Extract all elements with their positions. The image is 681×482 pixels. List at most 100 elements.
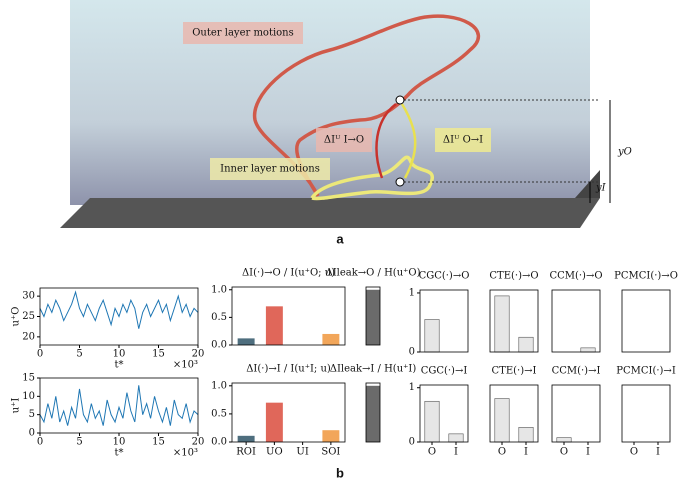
bar (237, 338, 255, 345)
bar (237, 435, 255, 442)
x-tick-label: O (630, 447, 638, 458)
yi-label: yI (595, 183, 607, 194)
bar (518, 427, 534, 443)
bar (265, 402, 283, 442)
y-tick-label: 0.5 (211, 408, 227, 419)
x-tick-label: UO (266, 447, 283, 458)
chart-title: ΔIleak→I / H(u⁺I) (330, 364, 417, 375)
y-tick-label: 0.5 (211, 312, 227, 323)
arrow-oi (400, 103, 417, 179)
y-tick-label: 15 (22, 373, 35, 384)
y-tick-label: 1.0 (211, 380, 227, 391)
x-tick-label: I (656, 447, 660, 458)
x-tick-label: 10 (113, 437, 126, 448)
plot-frame (419, 384, 469, 443)
x-axis-label: t* (114, 448, 123, 459)
y-tick-label: 0.0 (211, 437, 227, 448)
y-tick-label: 5 (29, 409, 35, 420)
dio-label: ΔIᵁ I→O (324, 135, 364, 146)
bar (448, 433, 464, 443)
plot-frame (365, 382, 381, 443)
plot-frame (231, 382, 346, 443)
y-tick-label: 25 (22, 311, 35, 322)
y-tick-label: 0 (409, 347, 415, 358)
plot-frame (621, 289, 671, 353)
chart-title: PCMCI(·)→I (616, 366, 676, 377)
chart-title: PCMCI(·)→O (614, 271, 678, 282)
plot-frame (39, 287, 199, 346)
chart-title: ΔI(·)→O / I(u⁺O; u) (242, 268, 335, 279)
bar (366, 289, 380, 345)
bar (424, 319, 440, 353)
x-tick-label: O (498, 447, 506, 458)
plot-frame (231, 286, 346, 346)
panel-label: b (336, 465, 344, 480)
plot-frame (621, 384, 671, 443)
chart-title: ΔIleak→O / H(u⁺O) (325, 268, 420, 279)
x-tick-label: 0 (37, 349, 43, 360)
x-tick-label: ROI (236, 447, 256, 458)
plot-frame (365, 286, 381, 346)
bar (366, 385, 380, 442)
line-series (39, 290, 199, 329)
chart-title: CGC(·)→I (421, 366, 468, 377)
outer-label: Outer layer motions (192, 28, 294, 39)
plot-frame (39, 377, 199, 434)
dio-box (316, 128, 372, 152)
y-tick-label: 1.0 (211, 284, 227, 295)
x-scale-label: ×10³ (173, 448, 198, 459)
y-axis-label: u⁺O (11, 307, 22, 327)
y-tick-label: 1 (409, 287, 415, 298)
y-tick-label: 0 (409, 437, 415, 448)
outer-box (183, 22, 303, 44)
inner-box (210, 158, 330, 180)
bar (322, 430, 340, 442)
panel-label: a (336, 231, 344, 246)
x-tick-label: 0 (37, 437, 43, 448)
point-i (395, 177, 405, 187)
plot-frame (489, 384, 539, 443)
inner-motion (310, 155, 434, 201)
y-tick-label: 10 (22, 391, 35, 402)
wall (60, 198, 600, 228)
x-tick-label: 5 (76, 437, 82, 448)
y-axis-label: u⁺I (11, 398, 22, 414)
y-tick-label: 1 (409, 382, 415, 393)
point-o (395, 95, 405, 105)
x-axis-label: t* (114, 360, 123, 371)
bar (580, 347, 596, 353)
x-tick-label: 5 (76, 349, 82, 360)
bar (322, 333, 340, 345)
bar (494, 398, 510, 443)
x-tick-label: 10 (113, 349, 126, 360)
chart-title: CCM(·)→I (552, 366, 601, 377)
bar (424, 400, 440, 443)
line-series (39, 385, 199, 426)
arrow-io (375, 103, 397, 179)
chart-title: CGC(·)→O (419, 271, 470, 282)
inner-label: Inner layer motions (220, 164, 320, 175)
doi-box (435, 128, 491, 152)
bar (494, 295, 510, 353)
plot-frame (551, 384, 601, 443)
x-tick-label: I (586, 447, 590, 458)
x-tick-label: 15 (152, 437, 165, 448)
x-tick-label: O (560, 447, 568, 458)
x-tick-label: SOI (321, 447, 340, 458)
x-tick-label: 20 (192, 349, 205, 360)
plot-frame (419, 289, 469, 353)
x-tick-label: 15 (152, 349, 165, 360)
bar (265, 306, 283, 345)
chart-title: CTE(·)→O (489, 271, 538, 282)
x-scale-label: ×10³ (173, 360, 198, 371)
chart-title: ΔI(·)→I / I(u⁺I; u) (246, 364, 331, 375)
x-tick-label: UI (296, 447, 308, 458)
y-tick-label: 30 (22, 291, 35, 302)
outer-motion (252, 14, 480, 197)
bar (556, 437, 572, 443)
illustration: Outer layer motions Inner layer motions … (60, 0, 632, 246)
x-tick-label: O (428, 447, 436, 458)
plot-frame (489, 289, 539, 353)
